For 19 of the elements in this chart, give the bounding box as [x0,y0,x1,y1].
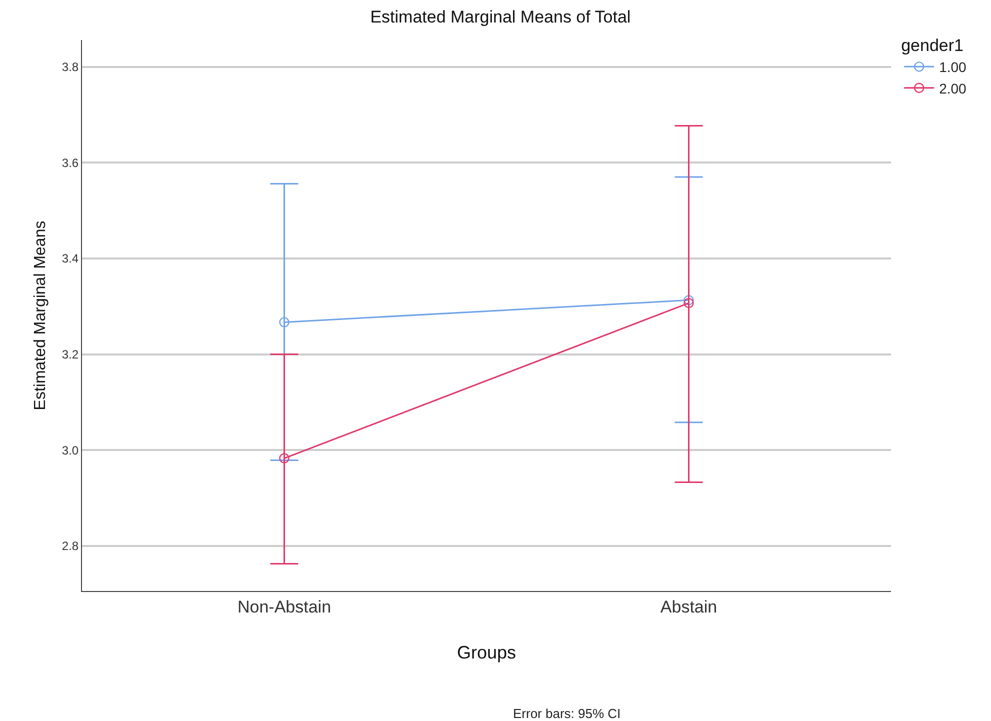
point [684,298,694,308]
y-axis-title: Estimated Marginal Means [32,220,49,410]
point [279,453,290,464]
legend-title: gender1 [901,36,964,56]
legend-label: 1.00 [939,59,967,76]
y-tick-label: 3.8 [62,60,79,74]
point [279,317,290,328]
y-tick-label: 3.0 [62,443,79,458]
point [684,295,694,306]
y-tick-label: 3.4 [62,252,79,266]
text: Error bars: 95% CI [513,706,621,721]
x-tick-label: Abstain [660,597,718,616]
x-axis-title: Groups [456,642,516,662]
legend-label: 2.00 [939,80,967,96]
x-tick-label: Non-Abstain [237,597,332,616]
y-tick-label: 3.6 [62,156,79,170]
y-tick-label: 2.8 [62,539,79,554]
chart-title: Estimated Marginal Means of Total [370,8,631,27]
y-tick-label: 3.2 [62,348,79,362]
